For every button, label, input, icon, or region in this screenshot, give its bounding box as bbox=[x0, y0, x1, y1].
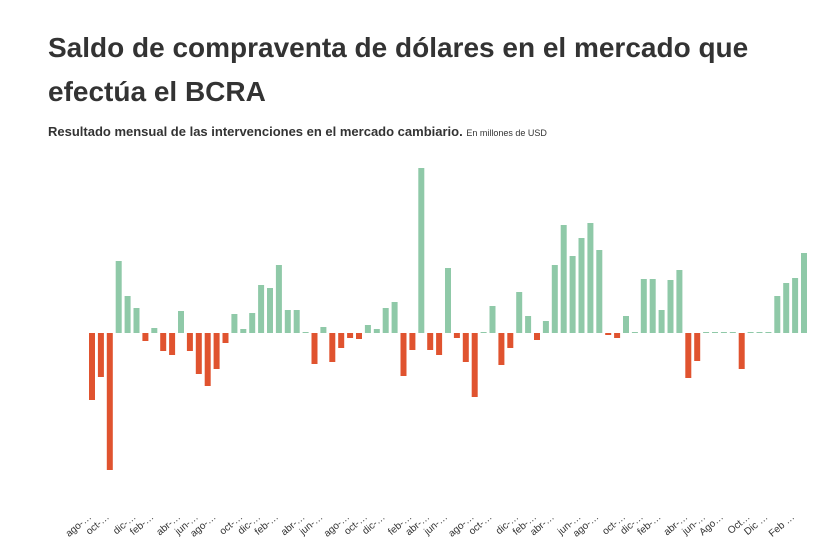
bar bbox=[783, 283, 790, 333]
bar bbox=[525, 316, 532, 333]
bar bbox=[347, 333, 354, 338]
bar bbox=[124, 296, 131, 333]
bar bbox=[560, 225, 567, 333]
bar bbox=[542, 321, 549, 333]
bar bbox=[169, 333, 176, 355]
bar bbox=[765, 332, 772, 333]
bar bbox=[489, 306, 496, 333]
bar bbox=[569, 256, 576, 333]
bar bbox=[160, 333, 167, 351]
bar bbox=[703, 332, 710, 333]
bar bbox=[106, 333, 113, 470]
bar bbox=[133, 308, 140, 333]
bar bbox=[551, 265, 558, 333]
bar bbox=[267, 288, 273, 333]
bar bbox=[329, 333, 336, 362]
bar bbox=[631, 332, 638, 333]
bar bbox=[391, 302, 398, 333]
bar bbox=[507, 333, 514, 348]
bar bbox=[373, 329, 380, 333]
bar bbox=[186, 333, 193, 351]
bar bbox=[649, 279, 656, 333]
unit-note: En millones de USD bbox=[466, 128, 547, 138]
bar bbox=[720, 332, 727, 333]
x-tick-label: Feb … bbox=[767, 512, 797, 540]
bar bbox=[756, 332, 763, 333]
bar bbox=[213, 333, 220, 369]
bar bbox=[293, 310, 300, 333]
bar bbox=[142, 333, 149, 341]
bar bbox=[382, 308, 389, 333]
bar bbox=[418, 168, 425, 333]
bar bbox=[685, 333, 692, 378]
bar bbox=[320, 327, 327, 333]
bar bbox=[249, 313, 256, 333]
bar bbox=[676, 270, 683, 333]
bar bbox=[516, 292, 523, 333]
bar bbox=[738, 333, 745, 369]
bar bbox=[605, 333, 612, 335]
bar bbox=[115, 261, 122, 333]
bar bbox=[222, 333, 229, 343]
bar bbox=[178, 311, 184, 333]
bar bbox=[792, 278, 799, 333]
bar bbox=[97, 333, 104, 377]
bar bbox=[151, 328, 158, 333]
bar bbox=[89, 333, 95, 400]
subtitle-row: Resultado mensual de las intervenciones … bbox=[48, 124, 547, 139]
bar bbox=[774, 296, 781, 333]
bar bbox=[578, 238, 585, 333]
bar bbox=[480, 332, 487, 333]
bar bbox=[471, 333, 478, 397]
bar bbox=[534, 333, 540, 340]
bar bbox=[400, 333, 407, 376]
bar bbox=[436, 333, 443, 355]
bar bbox=[275, 265, 282, 333]
bar bbox=[195, 333, 202, 374]
bar bbox=[284, 310, 291, 333]
bar bbox=[596, 250, 603, 333]
bar bbox=[614, 333, 621, 338]
bar bbox=[204, 333, 211, 386]
subtitle: Resultado mensual de las intervenciones … bbox=[48, 124, 463, 139]
bar bbox=[311, 333, 318, 364]
bar bbox=[356, 333, 362, 339]
bar bbox=[498, 333, 505, 365]
bar bbox=[409, 333, 416, 350]
bar bbox=[462, 333, 469, 362]
chart-title: Saldo de compraventa de dólares en el me… bbox=[48, 32, 749, 107]
bar bbox=[667, 280, 674, 333]
bar bbox=[801, 253, 807, 333]
bar bbox=[338, 333, 345, 348]
bar bbox=[302, 332, 309, 333]
bar bbox=[445, 268, 451, 333]
bar bbox=[231, 314, 238, 333]
bar bbox=[587, 223, 594, 333]
bar bbox=[658, 310, 665, 333]
bar bbox=[712, 332, 718, 333]
bar bbox=[427, 333, 434, 350]
bar bbox=[747, 332, 754, 333]
bar bbox=[240, 329, 247, 333]
bar bbox=[640, 279, 647, 333]
bar bbox=[694, 333, 701, 361]
bar bbox=[453, 333, 460, 338]
bar bbox=[729, 332, 736, 333]
bar bbox=[623, 316, 629, 333]
bar bbox=[364, 325, 371, 333]
bar bbox=[258, 285, 265, 333]
